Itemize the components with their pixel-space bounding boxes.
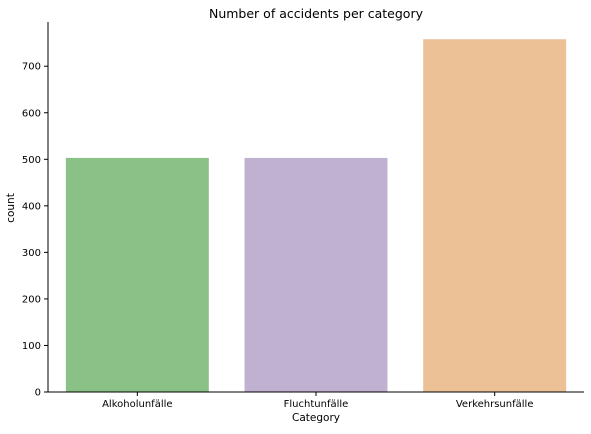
x-tick-label: Verkehrsunfälle (456, 399, 534, 410)
bar-3 (423, 39, 567, 393)
y-tick-label: 600 (22, 108, 41, 119)
bar-1 (65, 157, 209, 392)
y-tick-label: 200 (22, 294, 41, 305)
y-tick-label: 100 (22, 341, 41, 352)
bar-2 (244, 157, 388, 392)
y-tick-label: 700 (22, 62, 41, 73)
y-tick-label: 300 (22, 248, 41, 259)
bars (65, 39, 567, 393)
y-tick-label: 500 (22, 155, 41, 166)
x-tick-label: Fluchtunfälle (284, 399, 349, 410)
x-axis-label: Category (292, 412, 340, 424)
y-axis: 0 100 200 300 400 500 600 700 (22, 62, 48, 399)
y-axis-label: count (5, 193, 17, 223)
x-axis: Alkoholunfälle Fluchtunfälle Verkehrsunfäl… (102, 392, 533, 410)
chart-title: Number of accidents per category (209, 6, 424, 21)
y-tick-label: 0 (35, 388, 41, 399)
x-tick-label: Alkoholunfälle (102, 399, 172, 410)
y-tick-label: 400 (22, 201, 41, 212)
